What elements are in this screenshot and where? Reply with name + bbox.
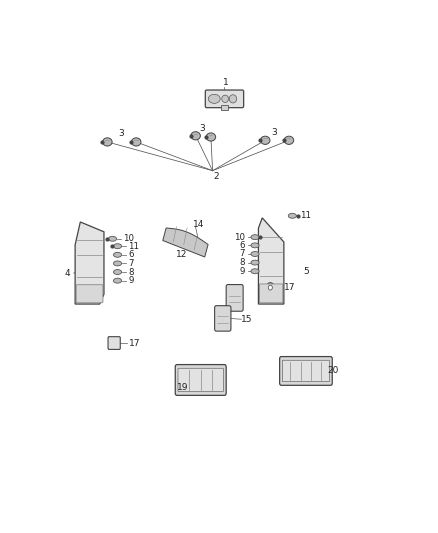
Ellipse shape [191,132,200,140]
Text: 15: 15 [241,314,252,324]
Text: 2: 2 [213,172,219,181]
Ellipse shape [108,236,117,241]
FancyBboxPatch shape [283,360,329,382]
Text: 10: 10 [234,232,245,241]
Text: 9: 9 [240,266,245,276]
Text: 14: 14 [193,220,205,229]
Text: 12: 12 [177,251,188,259]
FancyBboxPatch shape [76,285,103,303]
FancyBboxPatch shape [279,357,332,385]
FancyBboxPatch shape [178,368,223,392]
FancyBboxPatch shape [222,105,227,110]
Ellipse shape [113,261,122,266]
Text: 7: 7 [239,249,245,259]
Ellipse shape [261,136,270,144]
FancyBboxPatch shape [108,337,120,350]
Text: 11: 11 [128,241,139,251]
Text: 8: 8 [239,258,245,267]
Circle shape [268,285,272,290]
Polygon shape [258,218,284,304]
Ellipse shape [113,252,122,257]
Ellipse shape [222,95,229,102]
Ellipse shape [251,269,259,273]
FancyBboxPatch shape [259,284,283,303]
Text: 17: 17 [129,338,140,348]
Polygon shape [75,222,104,304]
Ellipse shape [206,133,215,141]
Text: 20: 20 [328,367,339,375]
Text: 4: 4 [65,269,71,278]
Text: 8: 8 [128,268,134,277]
Ellipse shape [229,95,237,103]
Text: 19: 19 [177,383,188,392]
Ellipse shape [251,260,259,265]
Circle shape [266,282,274,293]
Ellipse shape [251,243,259,248]
FancyBboxPatch shape [215,306,231,331]
Ellipse shape [113,278,122,283]
Ellipse shape [251,252,259,256]
Ellipse shape [102,138,112,146]
Ellipse shape [284,136,294,144]
Ellipse shape [288,213,297,219]
Ellipse shape [131,138,141,146]
Text: 9: 9 [128,276,134,285]
Text: 3: 3 [200,124,205,133]
Ellipse shape [113,270,122,274]
Polygon shape [163,228,208,257]
FancyBboxPatch shape [175,365,226,395]
Text: 10: 10 [124,235,134,243]
Ellipse shape [113,244,122,248]
Text: 3: 3 [271,128,276,138]
Text: 5: 5 [303,266,309,276]
Text: 6: 6 [239,241,245,250]
Text: 6: 6 [128,251,134,259]
Ellipse shape [208,94,220,103]
Text: 11: 11 [300,211,311,220]
Ellipse shape [251,235,259,240]
Text: 7: 7 [128,259,134,268]
Text: 3: 3 [118,129,124,138]
Text: 17: 17 [284,283,295,292]
Text: 1: 1 [223,78,229,87]
FancyBboxPatch shape [226,285,243,311]
FancyBboxPatch shape [205,90,244,108]
